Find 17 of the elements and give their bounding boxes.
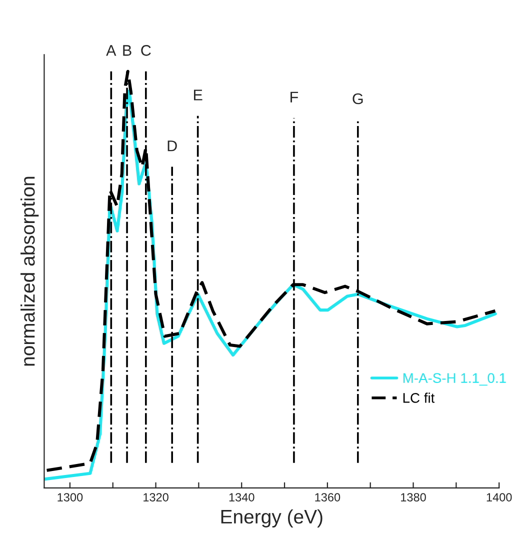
x-tick-label: 1320 <box>144 493 168 502</box>
x-tick-label: 1360 <box>315 493 340 502</box>
y-axis-title: normalized absorption <box>20 176 39 366</box>
x-tick-label: 1340 <box>229 493 254 502</box>
legend-label: LC fit <box>403 392 435 403</box>
ref-line-label: B <box>123 45 132 56</box>
ref-line-label: D <box>168 140 177 152</box>
legend-label: M-A-S-H 1.1_0.1 <box>403 373 506 386</box>
ref-line-label: E <box>194 90 202 100</box>
ref-line-label: C <box>141 45 151 56</box>
x-tick-label: 1300 <box>58 493 83 502</box>
x-tick-label: 1380 <box>401 493 426 502</box>
ref-line-label: G <box>352 93 363 104</box>
x-tick-label: 1400 <box>486 493 512 502</box>
ref-line-label: A <box>106 45 116 56</box>
ref-line-label: F <box>290 92 298 102</box>
x-axis-title: Energy (eV) <box>221 509 322 528</box>
